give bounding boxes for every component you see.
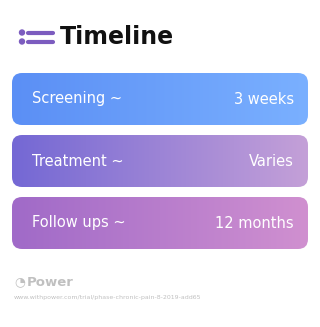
Text: Treatment ~: Treatment ~: [32, 153, 124, 168]
Text: ◔: ◔: [14, 276, 25, 288]
Circle shape: [20, 39, 25, 44]
Text: Varies: Varies: [249, 153, 294, 168]
Text: Timeline: Timeline: [60, 25, 174, 49]
Text: 12 months: 12 months: [215, 215, 294, 231]
Circle shape: [20, 30, 25, 35]
Text: Screening ~: Screening ~: [32, 92, 122, 107]
Text: 3 weeks: 3 weeks: [234, 92, 294, 107]
Text: www.withpower.com/trial/phase-chronic-pain-8-2019-add65: www.withpower.com/trial/phase-chronic-pa…: [14, 296, 202, 301]
Text: Follow ups ~: Follow ups ~: [32, 215, 126, 231]
Text: Power: Power: [27, 276, 74, 288]
